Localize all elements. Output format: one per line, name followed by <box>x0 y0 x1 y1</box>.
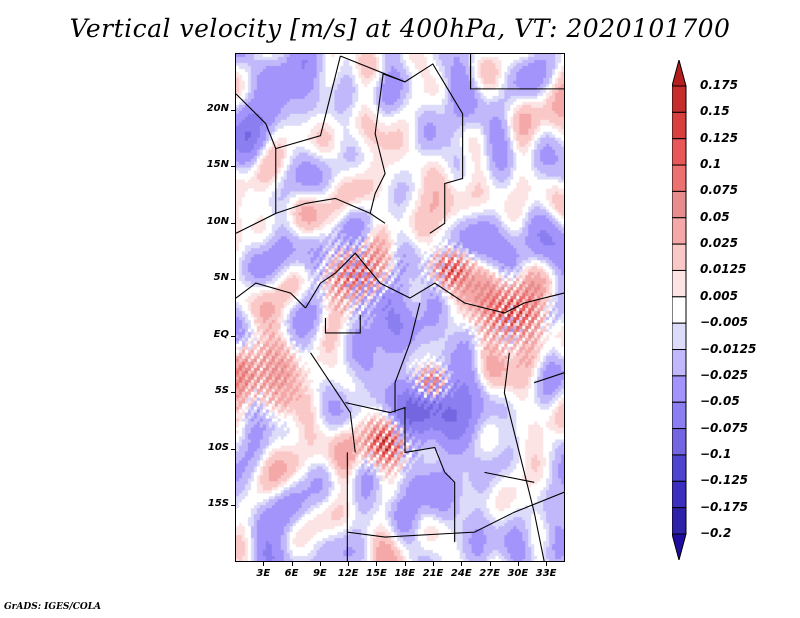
border-line <box>534 372 564 384</box>
x-tick-label: 3E <box>256 568 271 579</box>
border-line <box>369 73 406 214</box>
colorbar-level-label: −0.075 <box>700 420 749 435</box>
colorbar-level-label: −0.125 <box>700 473 749 488</box>
colorbar-swatch <box>672 138 687 166</box>
x-tick-label: 15E <box>366 568 387 579</box>
border-line <box>444 471 456 543</box>
colorbar <box>672 60 687 560</box>
colorbar-level-label: 0.075 <box>700 183 738 198</box>
x-tick-label: 21E <box>422 568 444 579</box>
colorbar-swatch <box>672 349 687 377</box>
y-tick-mark <box>231 109 235 111</box>
colorbar-swatch <box>672 111 687 140</box>
map-plot-area <box>235 53 565 562</box>
border-line <box>345 402 446 473</box>
x-tick-mark <box>546 562 548 566</box>
x-tick-label: 27E <box>479 568 500 579</box>
y-tick-mark <box>231 392 235 394</box>
colorbar-swatch <box>672 85 687 113</box>
y-tick-mark <box>231 222 235 224</box>
colorbar-swatch <box>672 454 687 482</box>
border-line <box>236 55 341 150</box>
colorbar-swatch <box>672 164 687 192</box>
colorbar-level-label: 0.175 <box>700 78 738 92</box>
border-line <box>347 491 564 538</box>
colorbar-swatch <box>672 243 687 271</box>
colorbar-max-arrow <box>672 60 687 87</box>
y-tick-mark <box>231 505 235 507</box>
grads-credit: GrADS: IGES/COLA <box>4 602 102 612</box>
colorbar-level-label: −0.0125 <box>700 341 757 356</box>
colorbar-level-label: 0.005 <box>700 288 738 303</box>
border-line <box>484 471 535 483</box>
border-line <box>470 54 564 90</box>
border-line <box>236 282 306 309</box>
border-line <box>310 352 356 453</box>
colorbar-swatch <box>672 375 687 403</box>
colorbar-level-label: 0.05 <box>700 209 730 224</box>
colorbar-swatch <box>672 190 687 219</box>
x-tick-label: 9E <box>312 568 327 579</box>
x-tick-label: 24E <box>450 568 472 579</box>
x-tick-mark <box>319 562 321 566</box>
colorbar-swatch <box>672 480 687 509</box>
y-tick-label: 5N <box>213 272 229 284</box>
colorbar-swatch <box>672 296 687 324</box>
colorbar-swatch <box>672 507 687 535</box>
border-line <box>394 302 421 413</box>
colorbar-level-label: −0.1 <box>700 446 732 461</box>
border-line <box>379 282 564 314</box>
y-tick-label: 15S <box>207 498 229 510</box>
colorbar-level-label: 0.15 <box>700 104 730 119</box>
x-tick-label: 30E <box>507 568 529 579</box>
x-tick-mark <box>517 562 519 566</box>
x-tick-mark <box>489 562 491 566</box>
colorbar-min-arrow <box>672 533 687 560</box>
y-tick-label: 10N <box>206 215 229 227</box>
x-tick-mark <box>263 562 265 566</box>
colorbar-level-label: 0.0125 <box>700 262 747 277</box>
colorbar-level-label: −0.005 <box>700 315 749 330</box>
x-tick-mark <box>433 562 434 566</box>
y-tick-label: 10S <box>207 441 229 453</box>
x-tick-mark <box>348 562 350 566</box>
border-line <box>275 197 386 224</box>
x-tick-mark <box>404 562 406 566</box>
colorbar-swatch <box>672 322 687 351</box>
colorbar-level-label: 0.1 <box>700 157 722 172</box>
country-borders <box>236 54 564 561</box>
border-line <box>503 352 545 561</box>
x-tick-label: 12E <box>337 568 359 579</box>
border-line <box>340 55 464 234</box>
border-line <box>236 148 277 234</box>
colorbar-swatch <box>672 217 687 245</box>
colorbar-level-label: −0.175 <box>700 499 749 514</box>
y-tick-mark <box>231 166 235 168</box>
colorbar-swatch <box>672 401 687 430</box>
x-tick-label: 6E <box>284 568 299 579</box>
x-tick-mark <box>461 562 463 566</box>
y-tick-label: 15N <box>206 159 229 171</box>
border-line <box>324 314 361 334</box>
x-tick-label: 33E <box>535 568 557 579</box>
border-line <box>305 252 381 309</box>
x-tick-label: 18E <box>394 568 416 579</box>
x-tick-mark <box>376 562 378 566</box>
y-tick-mark <box>231 279 235 281</box>
y-tick-label: 5S <box>214 385 229 397</box>
colorbar-level-label: −0.2 <box>700 526 732 540</box>
vertical-velocity-field <box>236 54 564 561</box>
chart-title: Vertical velocity [m/s] at 400hPa, VT: 2… <box>69 14 731 43</box>
y-tick-label: EQ <box>213 328 229 340</box>
colorbar-level-label: 0.025 <box>700 236 738 251</box>
y-tick-mark <box>231 335 235 337</box>
y-tick-label: 20N <box>206 102 229 114</box>
colorbar-swatch <box>672 269 687 298</box>
colorbar-level-label: 0.125 <box>700 130 738 145</box>
y-tick-mark <box>231 448 235 450</box>
colorbar-swatch <box>672 428 687 456</box>
x-tick-mark <box>291 562 293 566</box>
colorbar-level-label: −0.025 <box>700 367 749 382</box>
colorbar-level-label: −0.05 <box>700 394 740 409</box>
